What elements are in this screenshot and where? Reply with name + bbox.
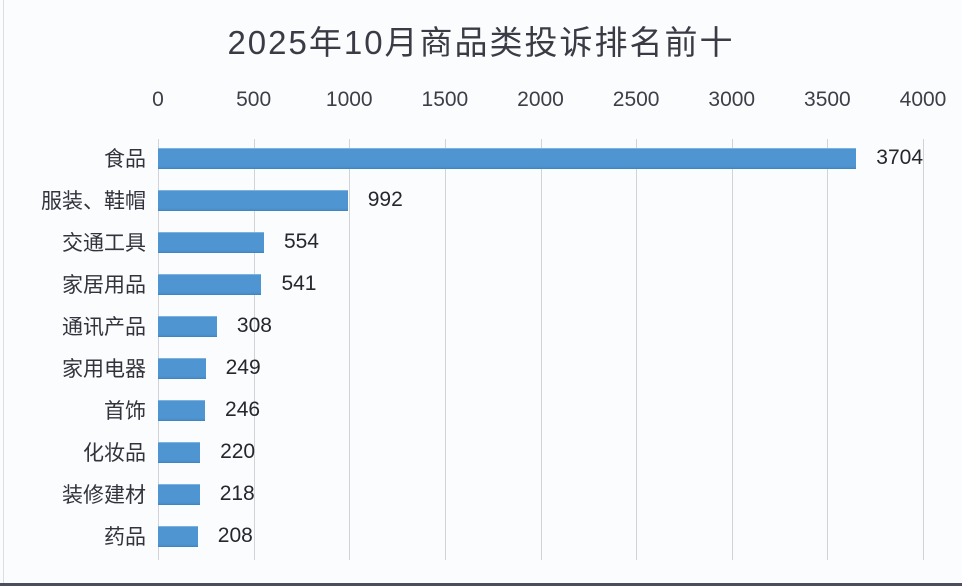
gridline bbox=[253, 139, 255, 560]
bar bbox=[158, 231, 264, 253]
gridline bbox=[827, 139, 829, 560]
bar bbox=[158, 399, 206, 421]
category-label: 通讯产品 bbox=[62, 316, 146, 339]
gridline bbox=[636, 139, 638, 560]
x-axis: 0 500 1000 1500 2000 2500 3000 3500 4000 bbox=[0, 88, 962, 118]
bar bbox=[158, 189, 348, 211]
category-label: 服装、鞋帽 bbox=[41, 190, 146, 213]
category-label: 食品 bbox=[104, 148, 146, 171]
value-label: 220 bbox=[220, 440, 256, 463]
gridline bbox=[349, 139, 351, 560]
plot-area: 食品 3704 服装、鞋帽 992 交通工具 554 家居用品 541 通讯产品 308 家用电器 2… bbox=[41, 137, 924, 560]
bar-row: 食品 3704 bbox=[104, 137, 923, 179]
bar bbox=[158, 147, 857, 169]
bar-row: 交通工具 554 bbox=[62, 221, 923, 263]
x-tick-label: 500 bbox=[236, 88, 272, 111]
value-label: 246 bbox=[225, 398, 261, 421]
bar-row: 化妆品 220 bbox=[83, 431, 923, 473]
gridline bbox=[158, 139, 159, 560]
x-tick-label: 2000 bbox=[517, 88, 564, 111]
bar-row: 家居用品 541 bbox=[62, 263, 923, 305]
x-tick-label: 1000 bbox=[325, 88, 373, 111]
bar bbox=[158, 441, 201, 463]
bar bbox=[158, 357, 206, 379]
category-label: 家居用品 bbox=[62, 274, 146, 297]
category-label: 家用电器 bbox=[62, 358, 146, 381]
value-label: 554 bbox=[283, 230, 319, 253]
bar bbox=[158, 483, 200, 505]
x-tick-label: 3500 bbox=[804, 88, 851, 111]
bar-row: 服装、鞋帽 992 bbox=[41, 179, 923, 221]
x-tick-label: 0 bbox=[152, 88, 164, 111]
bar bbox=[158, 273, 262, 295]
bar-row: 家用电器 249 bbox=[62, 347, 923, 389]
bar bbox=[158, 525, 198, 547]
gridline bbox=[731, 139, 733, 560]
bar-row: 首饰 246 bbox=[104, 389, 923, 431]
value-label: 249 bbox=[225, 356, 261, 379]
category-label: 装修建材 bbox=[62, 484, 146, 507]
gridline bbox=[444, 139, 446, 560]
value-label: 541 bbox=[281, 272, 317, 295]
bar-row: 装修建材 218 bbox=[62, 473, 923, 515]
category-label: 交通工具 bbox=[62, 232, 146, 255]
x-tick-label: 2500 bbox=[612, 88, 660, 111]
chart-title: 2025年10月商品类投诉排名前十 bbox=[227, 24, 735, 61]
bar-row: 通讯产品 308 bbox=[62, 305, 923, 347]
bar-row: 药品 208 bbox=[104, 515, 923, 557]
x-tick-label: 1500 bbox=[421, 88, 469, 111]
value-label: 208 bbox=[217, 524, 253, 547]
gridline bbox=[540, 139, 542, 560]
bar bbox=[158, 315, 217, 337]
value-label: 3704 bbox=[876, 146, 923, 169]
x-tick-label: 4000 bbox=[899, 88, 947, 111]
value-label: 308 bbox=[236, 314, 272, 337]
value-label: 218 bbox=[219, 482, 255, 505]
x-tick-label: 3000 bbox=[708, 88, 756, 111]
gridline bbox=[923, 139, 924, 560]
value-label: 992 bbox=[367, 188, 403, 211]
category-label: 药品 bbox=[104, 526, 146, 549]
category-label: 化妆品 bbox=[83, 442, 146, 465]
category-label: 首饰 bbox=[104, 400, 146, 423]
